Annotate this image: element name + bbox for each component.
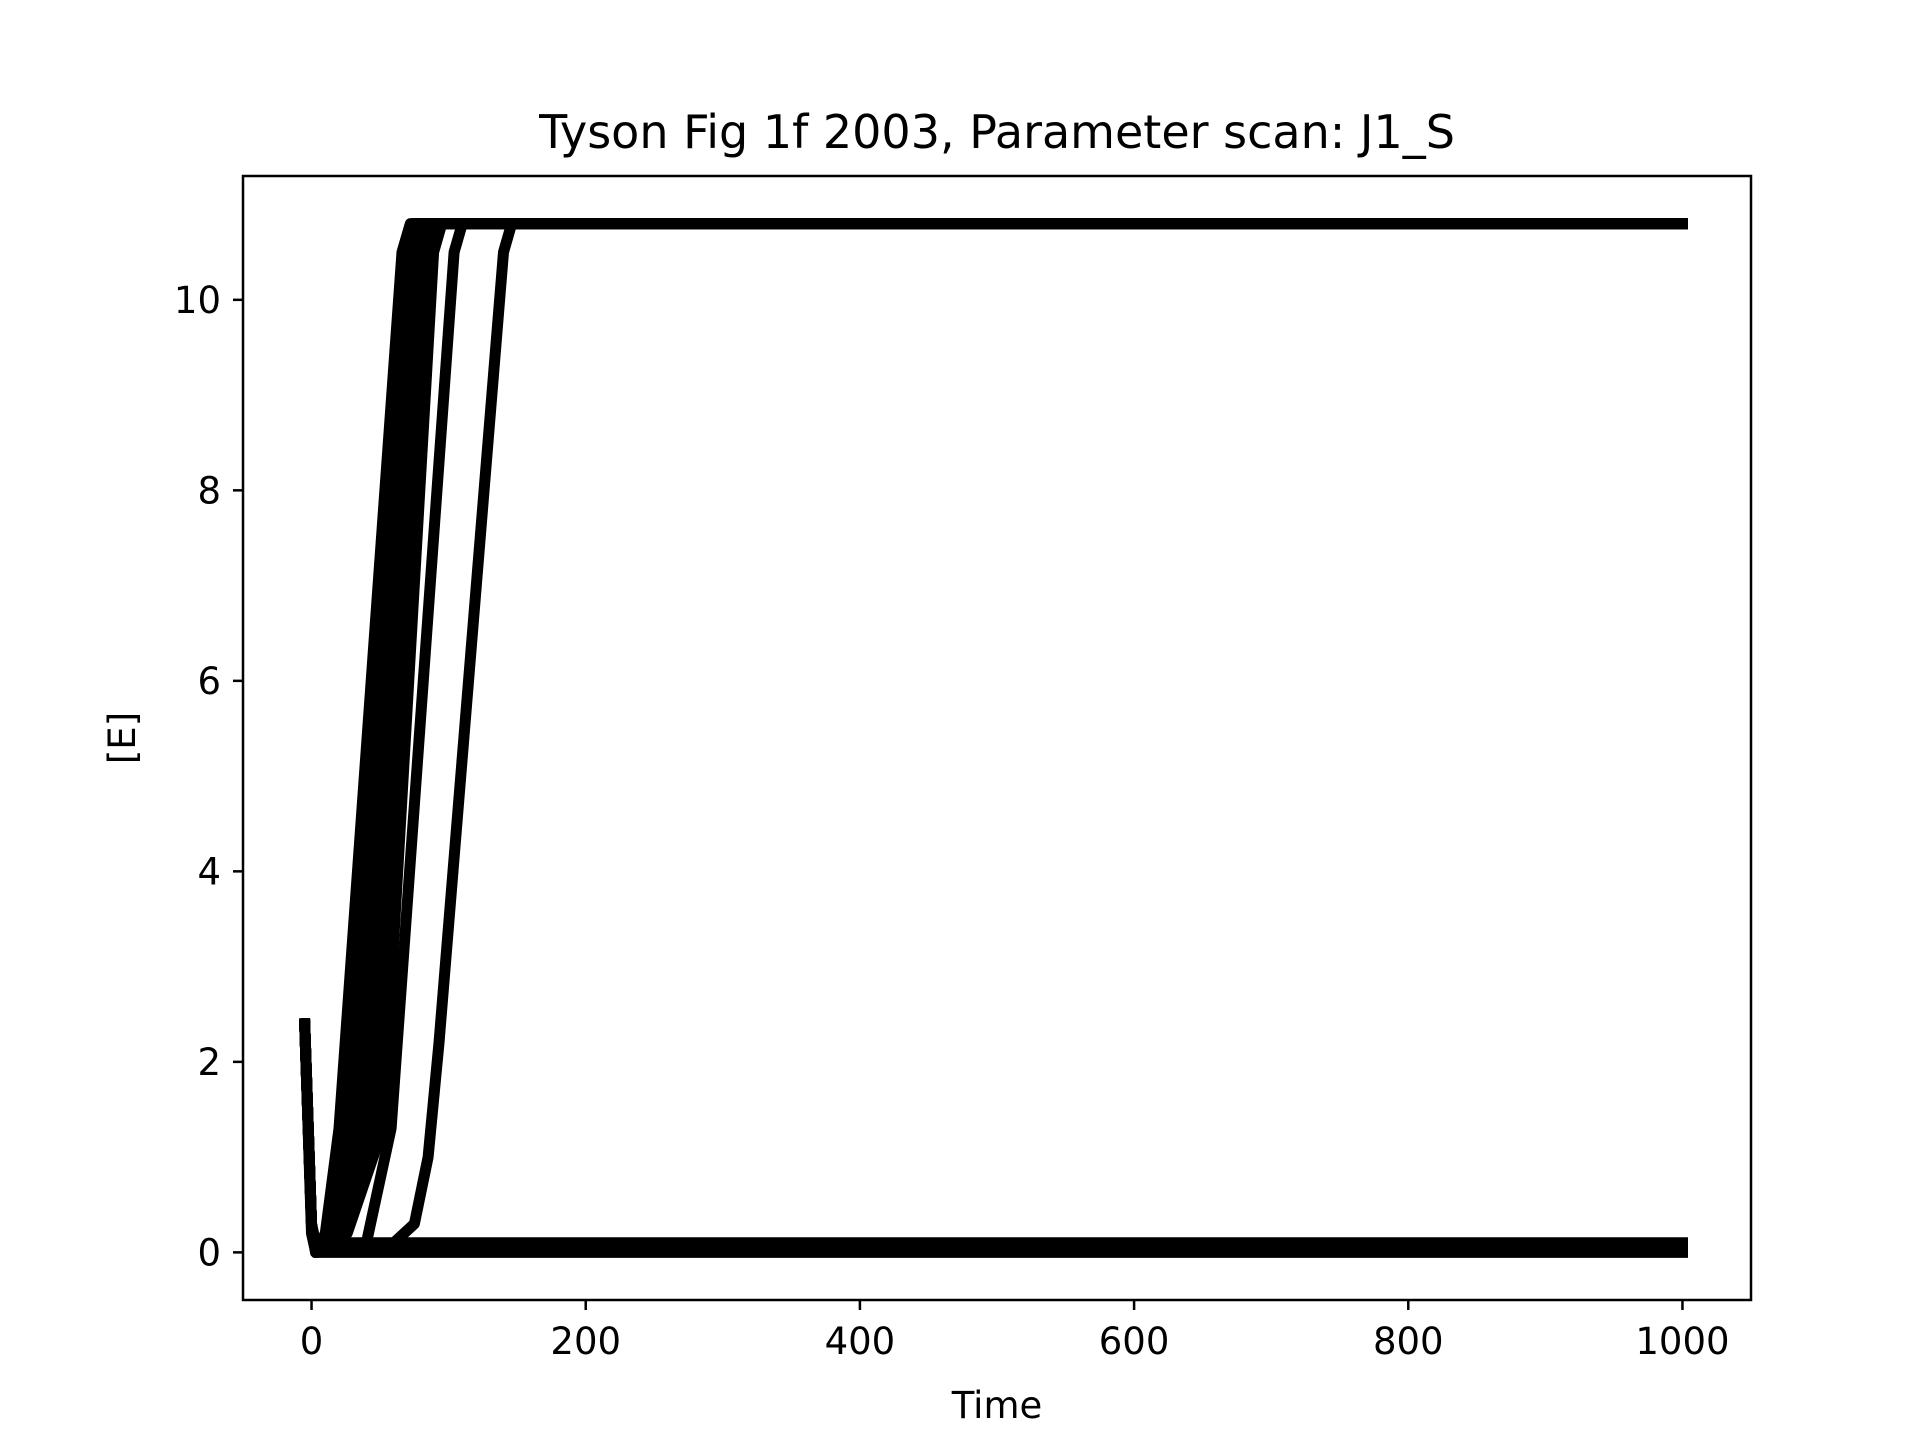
series-line-12 bbox=[299, 218, 1688, 1258]
chart-title: Tyson Fig 1f 2003, Parameter scan: J1_S bbox=[538, 105, 1455, 159]
series-line-1 bbox=[299, 1018, 1688, 1249]
series-line-6 bbox=[299, 218, 1688, 1258]
y-tick-label: 8 bbox=[197, 469, 221, 512]
plot-frame bbox=[241, 174, 1753, 1302]
series-line-2 bbox=[299, 1018, 1688, 1258]
series-line-7 bbox=[299, 218, 1688, 1258]
y-axis-label: [E] bbox=[101, 712, 144, 764]
series-line-13 bbox=[299, 218, 1688, 1258]
x-tick-label: 800 bbox=[1373, 1320, 1444, 1363]
series-line-8 bbox=[299, 218, 1688, 1258]
x-axis-label: Time bbox=[951, 1384, 1043, 1427]
series-line-4 bbox=[299, 218, 1688, 1258]
x-tick-label: 600 bbox=[1099, 1320, 1170, 1363]
series-line-9 bbox=[299, 218, 1688, 1258]
x-axis-ticks: 0 200 400 600 800 1000 bbox=[300, 1300, 1730, 1363]
series-line-3 bbox=[299, 218, 1688, 1258]
y-tick-label: 0 bbox=[197, 1231, 221, 1274]
x-tick-label: 1000 bbox=[1635, 1320, 1729, 1363]
x-tick-label: 400 bbox=[825, 1320, 896, 1363]
y-tick-label: 10 bbox=[174, 279, 221, 322]
y-tick-label: 6 bbox=[197, 660, 221, 703]
series-group bbox=[299, 218, 1688, 1258]
series-line-5 bbox=[299, 218, 1688, 1258]
series-line-11 bbox=[299, 218, 1688, 1258]
y-axis-ticks: 0 2 4 6 8 10 bbox=[174, 279, 243, 1274]
x-tick-label: 200 bbox=[550, 1320, 621, 1363]
y-tick-label: 2 bbox=[197, 1041, 221, 1084]
x-tick-label: 0 bbox=[300, 1320, 324, 1363]
y-tick-label: 4 bbox=[197, 850, 221, 893]
series-line-10 bbox=[299, 218, 1688, 1258]
